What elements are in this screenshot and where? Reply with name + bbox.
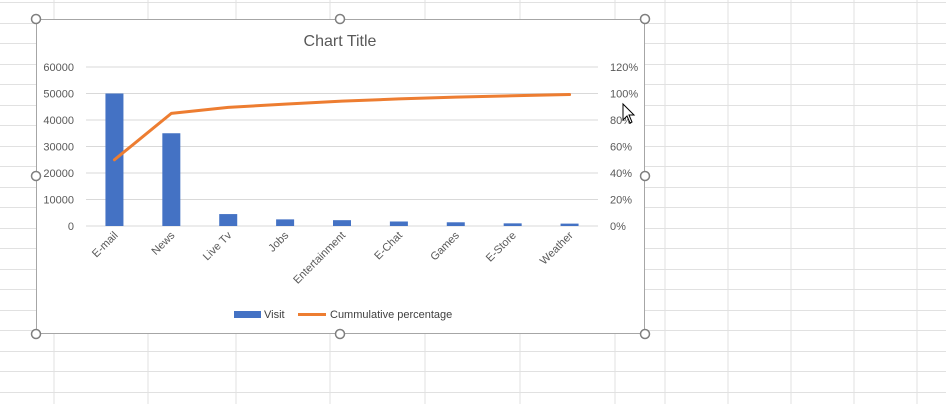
legend-visit-label: Visit — [264, 309, 285, 321]
legend-visit-swatch — [234, 311, 261, 318]
bar-visit[interactable] — [503, 223, 522, 226]
bar-visit[interactable] — [560, 223, 579, 226]
left-tick-label: 50000 — [43, 89, 74, 101]
chart-title[interactable]: Chart Title — [304, 33, 377, 50]
resize-handle[interactable] — [639, 328, 651, 340]
category-label: Jobs — [266, 229, 291, 254]
resize-handle[interactable] — [639, 13, 651, 25]
right-axis-labels: 0% 20% 40% 60% 80% 100% 120% — [610, 62, 638, 233]
resize-handle[interactable] — [30, 170, 42, 182]
legend[interactable]: Visit Cummulative percentage — [234, 309, 452, 321]
resize-handle[interactable] — [30, 328, 42, 340]
category-label: Live Tv — [201, 229, 235, 263]
category-label: E-mail — [90, 230, 121, 261]
resize-handle[interactable] — [334, 328, 346, 340]
line-cumulative-percentage[interactable] — [112, 93, 572, 162]
right-tick-label: 20% — [610, 195, 632, 207]
right-tick-label: 60% — [610, 142, 632, 154]
bar-visit[interactable] — [389, 221, 408, 226]
bar-visit[interactable] — [276, 219, 295, 226]
category-label: E-Store — [484, 230, 519, 265]
bar-visit[interactable] — [446, 222, 465, 226]
category-labels: E-mail News Live Tv Jobs Entertainment E-Chat… — [90, 229, 576, 286]
left-axis-labels: 0 10000 20000 30000 40000 50000 60000 — [43, 62, 74, 233]
left-tick-label: 40000 — [43, 115, 74, 127]
bar-visit[interactable] — [162, 133, 181, 226]
left-tick-label: 20000 — [43, 168, 74, 180]
right-tick-label: 100% — [610, 89, 638, 101]
resize-handle[interactable] — [334, 13, 346, 25]
left-tick-label: 30000 — [43, 142, 74, 154]
category-label: News — [150, 229, 178, 257]
left-tick-label: 60000 — [43, 62, 74, 74]
left-tick-label: 10000 — [43, 195, 74, 207]
right-tick-label: 80% — [610, 115, 632, 127]
legend-cumulative-label: Cummulative percentage — [330, 309, 452, 321]
right-tick-label: 0% — [610, 221, 626, 233]
cumulative-line — [112, 93, 572, 162]
category-label: Games — [428, 229, 462, 263]
category-label: E-Chat — [372, 230, 405, 263]
chart-area[interactable] — [36, 19, 645, 334]
mouse-cursor-icon — [622, 102, 636, 124]
right-tick-label: 120% — [610, 62, 638, 74]
resize-handle[interactable] — [30, 13, 42, 25]
bar-visit[interactable] — [333, 220, 351, 226]
resize-handle[interactable] — [639, 170, 651, 182]
left-tick-label: 0 — [68, 221, 74, 233]
bar-visit[interactable] — [219, 214, 238, 226]
selection-handles[interactable] — [30, 13, 651, 340]
right-tick-label: 40% — [610, 168, 632, 180]
category-label: Weather — [538, 229, 576, 267]
category-label: Entertainment — [291, 230, 348, 287]
